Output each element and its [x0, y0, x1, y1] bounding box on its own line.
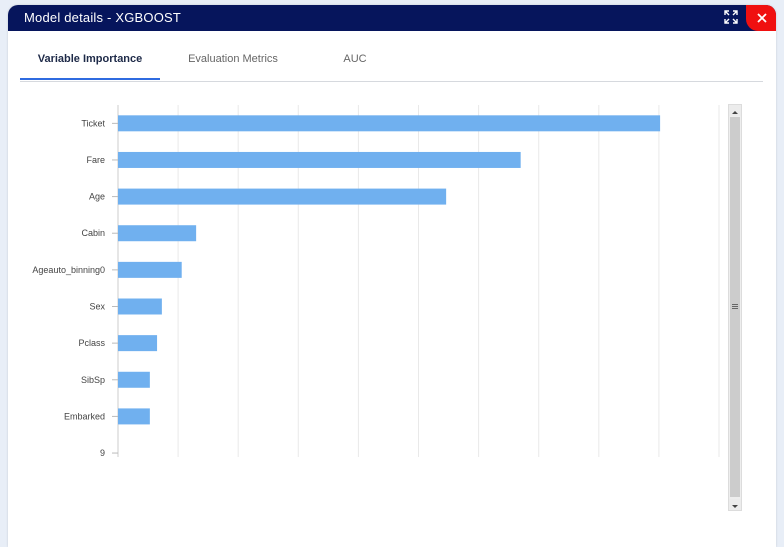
bar-cabin: [118, 225, 197, 242]
chart-scrollbar[interactable]: [728, 104, 742, 511]
y-category-label: Ticket: [81, 118, 105, 128]
tab-bar: Variable Importance Evaluation Metrics A…: [20, 47, 763, 82]
y-category-label: SibSp: [81, 375, 105, 385]
y-category-label: Fare: [86, 155, 105, 165]
bar-sex: [118, 298, 162, 315]
y-category-label: Pclass: [78, 338, 105, 348]
dialog-title: Model details - XGBOOST: [24, 10, 182, 25]
scroll-down-button[interactable]: [729, 499, 741, 510]
close-button[interactable]: [746, 5, 776, 31]
bar-age: [118, 188, 447, 205]
tab-variable-importance[interactable]: Variable Importance: [20, 47, 160, 80]
tab-auc[interactable]: AUC: [343, 53, 367, 65]
bar-ticket: [118, 115, 661, 132]
scroll-up-button[interactable]: [729, 105, 741, 116]
y-category-label: Ageauto_binning0: [32, 265, 105, 275]
bar-fare: [118, 151, 521, 168]
bar-embarked: [118, 408, 150, 425]
scroll-grip-icon: [732, 303, 738, 310]
close-icon: [757, 13, 767, 23]
bar-ageauto-binning0: [118, 261, 182, 278]
tab-evaluation-metrics[interactable]: Evaluation Metrics: [188, 53, 278, 65]
variable-importance-chart: 00.10.20.30.40.50.60.70.80.91TicketFareA…: [32, 105, 720, 457]
y-category-label: Sex: [89, 302, 105, 312]
bar-pclass: [118, 335, 158, 352]
y-category-label: Embarked: [64, 411, 105, 421]
scroll-thumb[interactable]: [730, 117, 740, 497]
y-category-label: 9: [100, 448, 105, 457]
bar-sibsp: [118, 371, 150, 388]
y-category-label: Cabin: [81, 228, 105, 238]
y-category-label: Age: [89, 192, 105, 202]
expand-icon[interactable]: [724, 10, 740, 26]
dialog-titlebar: Model details - XGBOOST: [8, 5, 776, 31]
model-details-dialog: Model details - XGBOOST Variable Importa…: [8, 5, 776, 547]
